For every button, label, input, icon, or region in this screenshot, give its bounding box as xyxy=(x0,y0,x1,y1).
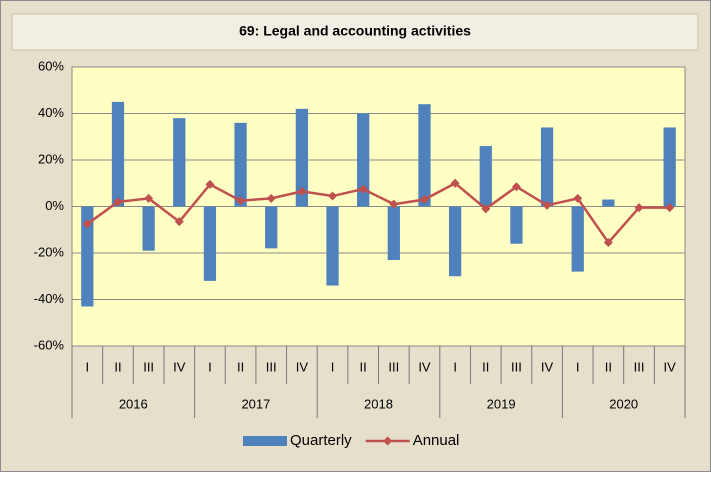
bar xyxy=(387,206,400,260)
y-tick-label: 40% xyxy=(38,105,64,120)
bar xyxy=(357,113,370,207)
marker xyxy=(205,179,215,189)
marker xyxy=(113,197,123,207)
x-tick-label: IV xyxy=(664,359,677,374)
y-tick-label: -40% xyxy=(34,291,65,306)
title-box xyxy=(11,13,699,51)
x-tick-label: I xyxy=(86,359,90,374)
x-tick-label: II xyxy=(482,359,489,374)
group-label: 2018 xyxy=(364,396,393,411)
line xyxy=(86,181,670,245)
bar xyxy=(479,146,492,207)
marker xyxy=(665,203,675,213)
marker xyxy=(328,191,338,201)
bar xyxy=(540,127,554,207)
x-tick-label: IV xyxy=(296,359,309,374)
marker xyxy=(481,204,491,214)
x-tick-label: I xyxy=(208,359,212,374)
bar xyxy=(142,206,155,251)
marker xyxy=(511,182,521,192)
legend-swatch xyxy=(243,436,287,446)
bar xyxy=(295,108,309,207)
x-tick-label: IV xyxy=(418,359,431,374)
bar xyxy=(448,206,462,277)
x-tick-label: II xyxy=(114,359,121,374)
x-tick-label: II xyxy=(237,359,244,374)
chart-title: 69: Legal and accounting activities xyxy=(239,23,471,39)
group-label: 2017 xyxy=(241,396,270,411)
group-label: 2020 xyxy=(609,396,638,411)
bar xyxy=(111,101,125,207)
x-tick-label: III xyxy=(634,359,645,374)
marker xyxy=(419,195,429,205)
y-tick-label: 0% xyxy=(45,198,64,213)
marker xyxy=(236,196,246,206)
bar xyxy=(602,199,615,207)
marker xyxy=(266,193,276,203)
x-tick-label: II xyxy=(605,359,612,374)
marker xyxy=(634,203,644,213)
marker xyxy=(144,193,154,203)
marker xyxy=(297,186,307,196)
marker xyxy=(174,217,184,227)
x-tick-label: III xyxy=(143,359,154,374)
marker xyxy=(603,238,613,248)
x-tick-label: III xyxy=(388,359,399,374)
y-tick-label: 20% xyxy=(38,151,64,166)
bar xyxy=(265,206,278,249)
x-tick-label: IV xyxy=(173,359,186,374)
bar xyxy=(571,206,584,272)
y-tick-label: -60% xyxy=(34,337,65,352)
bar xyxy=(173,118,186,207)
bar xyxy=(663,127,676,207)
legend-label: Annual xyxy=(413,432,460,449)
group-label: 2019 xyxy=(487,396,516,411)
bar xyxy=(326,206,339,286)
x-tick-label: I xyxy=(331,359,335,374)
bar xyxy=(203,206,217,281)
y-tick-label: 60% xyxy=(38,58,64,73)
x-tick-label: III xyxy=(266,359,277,374)
marker xyxy=(358,184,368,194)
marker xyxy=(450,178,460,188)
x-tick-label: II xyxy=(360,359,367,374)
x-tick-label: I xyxy=(453,359,457,374)
bar xyxy=(418,104,431,207)
marker xyxy=(82,219,92,229)
legend-label: Quarterly xyxy=(290,432,352,449)
marker xyxy=(389,199,399,209)
x-tick-label: III xyxy=(511,359,522,374)
legend-swatch xyxy=(383,436,393,446)
x-tick-label: I xyxy=(576,359,580,374)
marker xyxy=(542,200,552,210)
bar xyxy=(234,122,247,207)
y-tick-label: -20% xyxy=(34,244,65,259)
bar xyxy=(81,206,94,307)
marker xyxy=(573,193,583,203)
group-label: 2016 xyxy=(119,396,148,411)
bar xyxy=(510,206,523,244)
x-tick-label: IV xyxy=(541,359,554,374)
